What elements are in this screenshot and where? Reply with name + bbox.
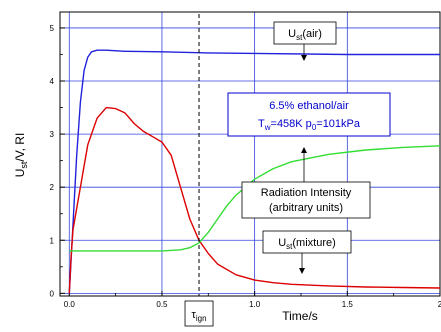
radiation-line2: (arbitrary units) [269,202,343,214]
ust-mixture-arrowhead [299,268,305,274]
axis-ticks: 0.0 0.5 1.0 1.5 2 0 1 2 3 4 5 [50,24,441,309]
conditions-line1: 6.5% ethanol/air [269,100,349,112]
series-line-radiation-intensity [69,145,441,252]
ust-mixture-label: Ust(mixture) [278,237,336,251]
y-axis-label: Ust/V, RI [13,133,29,178]
y-tick-label: 5 [50,24,55,33]
series-line-ust-mixture [68,106,441,294]
x-tick-label: 1.0 [249,300,261,309]
x-tick-label: 0.0 [64,300,76,309]
x-tick-label: 1.5 [342,300,354,309]
plot-frame [59,11,441,297]
y-tick-label: 3 [50,130,55,139]
radiation-line1: Radiation Intensity [261,187,352,199]
ust-mixture-box [262,230,352,254]
conditions-line2: Tw=458K p0=101kPa [258,118,361,132]
y-tick-label: 0 [50,289,55,298]
y-tick-label: 1 [50,236,55,245]
ust-air-arrowhead [301,55,307,61]
y-tick-label: 2 [50,183,55,192]
ust-air-label: Ust(air) [288,28,322,42]
series-line-ust-air [68,49,440,294]
conditions-box [227,92,391,137]
series-group [68,49,441,294]
radiation-box [241,181,371,219]
ignition-label-box [184,300,214,327]
x-tick-label: 0.5 [156,300,168,309]
ust-air-box [273,21,337,45]
x-tick-label: 2 [438,300,441,309]
y-tick-label: 4 [50,77,55,86]
x-axis-label: Time/s [282,309,318,323]
radiation-arrowhead [301,147,307,153]
ignition-label: τign [192,309,207,323]
